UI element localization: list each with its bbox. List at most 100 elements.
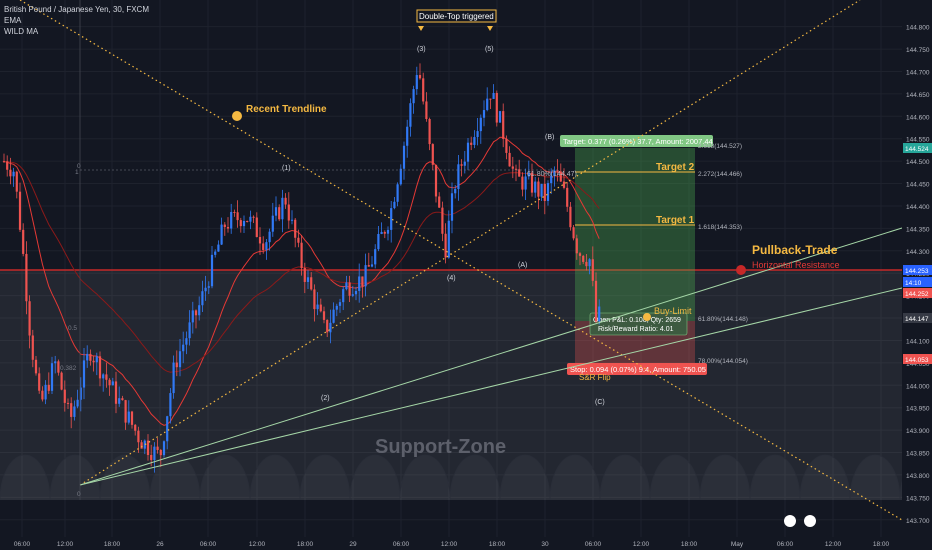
target-label: Target: 0.377 (0.26%) 37.7, Amount: 2007… xyxy=(563,137,713,146)
candle-body xyxy=(530,172,534,193)
support-zone-rect xyxy=(0,270,902,500)
green-channel-upper xyxy=(79,227,903,486)
candle-body xyxy=(559,171,562,182)
pullback-trade-label: Pullback-Trade xyxy=(752,243,838,257)
candle-body xyxy=(114,381,118,404)
candle-body xyxy=(406,126,409,146)
candle-body xyxy=(415,75,418,90)
candle-body xyxy=(521,176,524,190)
candle-body xyxy=(489,98,492,100)
trendlines[interactable] xyxy=(19,0,903,521)
stop-label: Stop: 0.094 (0.07%) 9.4, Amount: 750.05 xyxy=(570,365,706,374)
time-tick: 18:00 xyxy=(297,541,314,548)
candle-body xyxy=(297,237,300,243)
time-tick: 26 xyxy=(156,541,164,548)
recent-trendline-label: Recent Trendline xyxy=(246,104,327,115)
candle-body xyxy=(54,361,57,364)
candle-body xyxy=(537,181,540,197)
candle-body xyxy=(47,384,50,391)
candle-body xyxy=(418,75,422,79)
candle-body xyxy=(50,363,54,391)
fib-level-label: 2.618(144.527) xyxy=(698,143,742,150)
candle-body xyxy=(543,183,546,201)
candle-body xyxy=(185,338,188,345)
time-tick: 18:00 xyxy=(873,541,890,548)
candle-body xyxy=(31,335,34,360)
price-tick: 144.600 xyxy=(906,114,930,121)
candle-body xyxy=(63,389,66,403)
stop-label-box xyxy=(567,363,707,375)
double-top-box xyxy=(416,9,497,23)
time-tick: 12:00 xyxy=(633,541,650,548)
candle-body xyxy=(524,176,527,190)
candle-body xyxy=(482,110,486,118)
candle-body xyxy=(25,253,28,302)
time-axis[interactable]: 06:00 12:00 18:00 26 06:00 12:00 18:00 29 06:00 1… xyxy=(0,515,932,550)
candle-body xyxy=(95,356,98,363)
price-tag: 14:10 xyxy=(905,280,922,287)
candle-body xyxy=(585,261,588,267)
buy-limit-marker xyxy=(643,313,651,321)
candle-body xyxy=(18,191,22,230)
candle-body xyxy=(588,259,591,267)
candle-body xyxy=(249,216,252,222)
candle-body xyxy=(374,249,377,265)
price-axis[interactable]: 144.800 144.750 144.700 144.650 144.600 144.5… xyxy=(902,0,932,550)
candle-body xyxy=(562,181,566,188)
horizontal-resistance-label: Horizontal Resistance xyxy=(752,260,840,270)
candle-body xyxy=(348,282,351,296)
candle-body xyxy=(438,196,441,208)
candle-body xyxy=(278,207,281,220)
candle-body xyxy=(540,183,543,197)
candle-body xyxy=(313,289,316,310)
candle-body xyxy=(393,201,396,209)
candle-body xyxy=(319,304,322,312)
time-tick: 18:00 xyxy=(489,541,506,548)
candle-body xyxy=(386,229,390,234)
candle-body xyxy=(121,398,124,401)
wave-arc xyxy=(399,454,451,501)
candle-body xyxy=(252,216,255,218)
candle-body xyxy=(281,197,284,220)
candle-body xyxy=(476,131,479,138)
candle-body xyxy=(34,359,38,374)
candle-body xyxy=(351,294,354,296)
time-tick: 12:00 xyxy=(249,541,266,548)
target2-label: Target 2 xyxy=(656,162,695,173)
candle-body xyxy=(230,211,233,229)
candle-body xyxy=(290,219,294,221)
price-tag: 144.252 xyxy=(905,291,929,298)
candle-body xyxy=(572,227,575,239)
price-tick: 144.300 xyxy=(906,249,930,256)
double-top-label: Double-Top triggered xyxy=(419,12,494,21)
candle-body xyxy=(89,353,92,361)
candle-body xyxy=(556,170,559,172)
sr-flip-label: S&R Flip xyxy=(579,373,611,382)
candle-body xyxy=(370,264,374,267)
price-tick: 144.050 xyxy=(906,361,930,368)
candle-body xyxy=(108,379,111,386)
price-tick: 144.000 xyxy=(906,383,930,390)
candle-body xyxy=(492,92,495,99)
chart-legend: British Pound / Japanese Yen, 30, FXCM E… xyxy=(4,4,149,37)
candle-body xyxy=(44,384,47,400)
price-tick: 144.750 xyxy=(906,47,930,54)
candle-body xyxy=(546,183,550,201)
candle-body xyxy=(92,360,95,363)
candle-body xyxy=(598,306,601,322)
candle-body xyxy=(137,430,140,443)
candle-body xyxy=(6,161,9,170)
candle-body xyxy=(236,212,239,221)
wave-arc xyxy=(649,454,701,501)
double-top-arrow-left xyxy=(418,26,424,31)
trendline-anchor xyxy=(232,111,242,121)
candle-body xyxy=(268,231,271,243)
candle-body xyxy=(495,92,498,123)
candle-body xyxy=(130,411,134,425)
fib-0-382-label: 0.382 xyxy=(60,365,77,372)
wave-arc xyxy=(799,454,851,501)
candle-body xyxy=(204,287,207,292)
candle-body xyxy=(210,254,214,287)
candle-body xyxy=(239,220,242,227)
